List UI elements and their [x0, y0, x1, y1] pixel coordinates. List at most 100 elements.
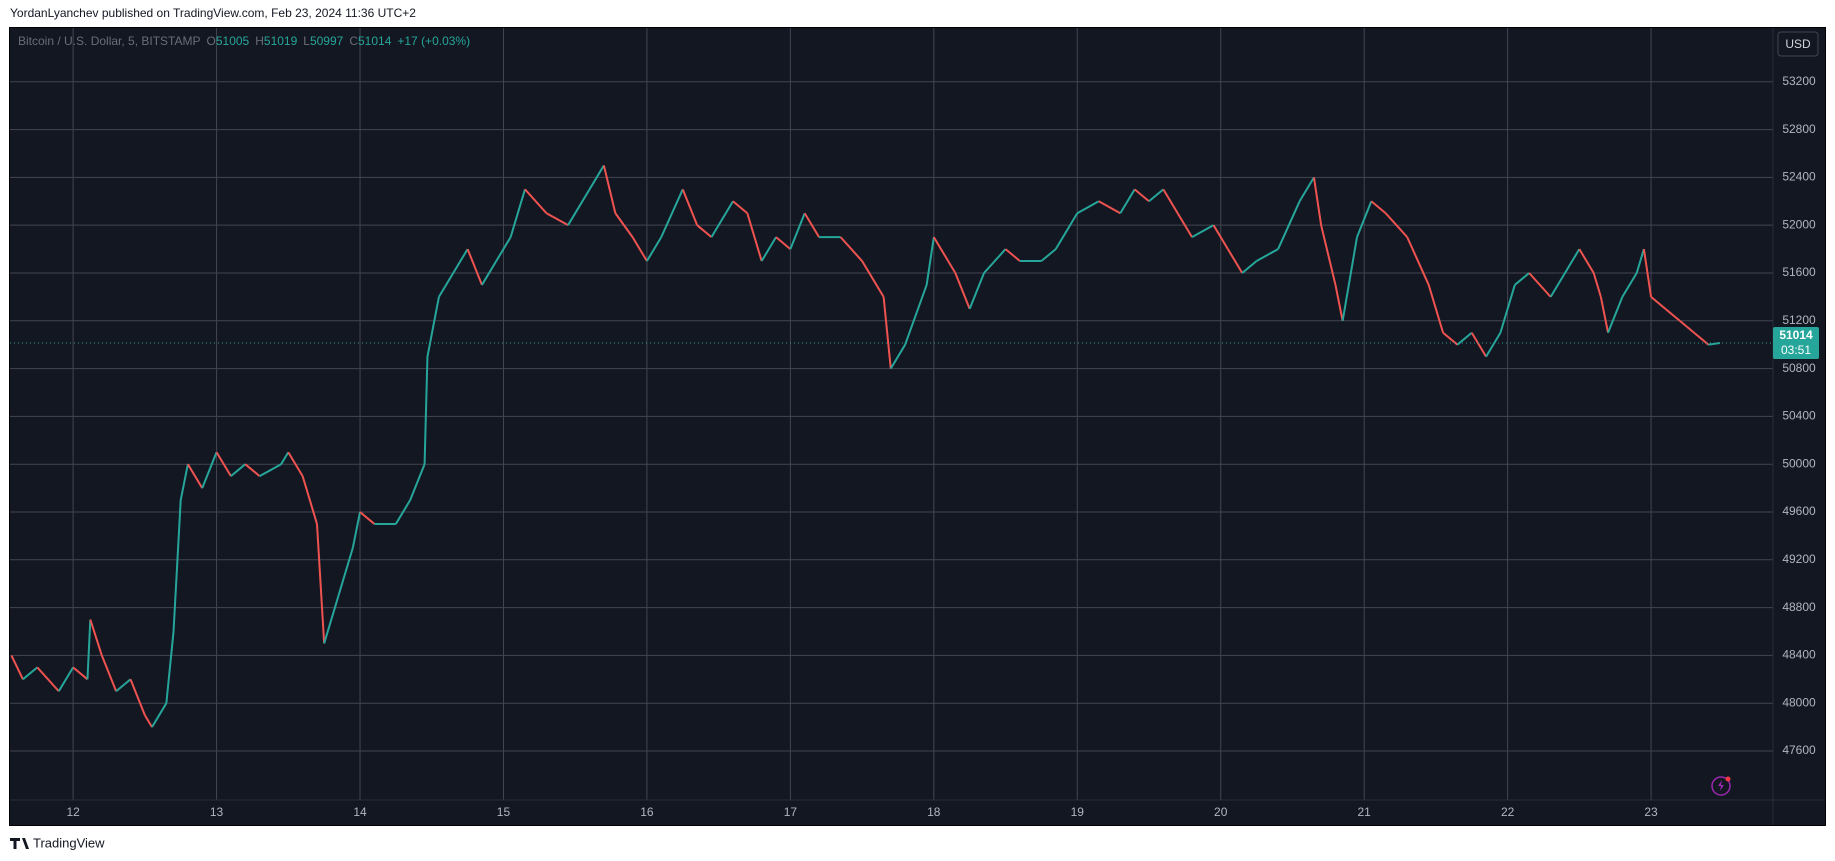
- price-segment: [1256, 248, 1279, 262]
- x-tick-label: 21: [1357, 805, 1371, 819]
- price-segment: [983, 248, 1007, 274]
- y-tick-label: 50800: [1782, 361, 1816, 375]
- price-segment: [546, 212, 569, 227]
- x-tick-label: 18: [927, 805, 941, 819]
- price-segment: [359, 511, 376, 525]
- price-segment: [1599, 296, 1610, 333]
- price-segment: [1320, 224, 1337, 286]
- x-tick-label: 17: [784, 805, 798, 819]
- price-segment: [602, 165, 617, 214]
- price-segment: [452, 248, 469, 274]
- price-segment: [681, 188, 699, 226]
- grid: [10, 28, 1773, 800]
- price-segment: [925, 236, 935, 286]
- price-segment: [1162, 188, 1179, 214]
- x-tick-label: 23: [1644, 805, 1658, 819]
- ohlc-key: L: [303, 34, 310, 48]
- currency-button[interactable]: USD: [1777, 31, 1819, 57]
- price-segment: [330, 595, 340, 620]
- price-segment: [524, 188, 548, 214]
- price-segment: [1076, 200, 1100, 215]
- icon-dot[interactable]: [1725, 776, 1731, 782]
- price-segment: [904, 284, 928, 346]
- price-segment: [143, 714, 153, 728]
- y-tick-label: 48000: [1782, 695, 1816, 709]
- price-segment: [1334, 284, 1344, 321]
- price-segment: [201, 451, 218, 489]
- price-segment: [789, 212, 806, 250]
- price-segment: [1650, 296, 1667, 310]
- currency-box[interactable]: [1777, 31, 1819, 57]
- symbol: Bitcoin / U.S. Dollar, 5, BITSTAMP: [18, 34, 201, 48]
- ohlc-key: H: [255, 34, 264, 48]
- price-segment: [861, 260, 885, 298]
- price-segment: [1298, 176, 1315, 202]
- ohlc-value: 51014: [358, 34, 392, 48]
- price-segment: [1470, 332, 1487, 358]
- price-segment: [1549, 272, 1566, 298]
- price-segment: [1592, 272, 1602, 298]
- last-price-box: [1773, 327, 1819, 360]
- price-segment: [1277, 200, 1301, 250]
- x-tick-label: 13: [210, 805, 224, 819]
- price-segment: [1341, 236, 1358, 321]
- ohlc-key: O: [207, 34, 216, 48]
- price-segment: [1312, 177, 1323, 226]
- price-segment: [803, 212, 820, 238]
- price-segment: [395, 499, 412, 525]
- price-segment: [1427, 284, 1445, 334]
- x-tick-label: 16: [640, 805, 654, 819]
- price-segment: [631, 236, 648, 262]
- price-segment: [588, 164, 605, 190]
- price-segment: [1119, 188, 1136, 214]
- price-segment: [481, 260, 498, 286]
- price-segment: [732, 200, 748, 215]
- price-segment: [151, 702, 168, 728]
- price-segment: [1370, 200, 1387, 215]
- plot: [10, 164, 1773, 728]
- price-segment: [495, 236, 512, 262]
- price-segment: [1176, 212, 1193, 238]
- price-segment: [315, 523, 326, 644]
- chart-frame: [9, 27, 1826, 826]
- price-segment: [1040, 248, 1057, 262]
- currency[interactable]: USD: [1785, 37, 1811, 51]
- price-segment: [646, 236, 663, 262]
- y-tick-label: 50400: [1782, 409, 1816, 423]
- price-segment: [1514, 272, 1530, 286]
- price-segment: [1679, 320, 1695, 334]
- price-segment: [259, 463, 282, 478]
- price-segment: [1621, 272, 1638, 298]
- y-tick-label: 50000: [1782, 456, 1816, 470]
- legend: Bitcoin / U.S. Dollar, 5, BITSTAMP O 5100…: [18, 34, 470, 48]
- price-segment: [438, 272, 455, 298]
- price-segment: [882, 296, 892, 369]
- price-segment: [968, 272, 985, 310]
- icon-ring[interactable]: [1711, 776, 1731, 796]
- axes: 47600 48000 48400 48800 49200 49600 50000 50400…: [66, 74, 1819, 819]
- price-segment: [466, 248, 483, 286]
- x-tick-label: 20: [1214, 805, 1228, 819]
- price-segment: [932, 236, 957, 274]
- y-tick-label: 48800: [1782, 600, 1816, 614]
- footer-brand: TradingView: [33, 835, 105, 850]
- price-segment: [57, 666, 74, 692]
- x-tick-label: 14: [353, 805, 367, 819]
- y-tick-label: 49600: [1782, 504, 1816, 518]
- y-tick-label: 52000: [1782, 217, 1816, 231]
- ohlc-value: 50997: [310, 34, 344, 48]
- price-segment: [129, 678, 146, 716]
- price-segment: [86, 619, 92, 680]
- price-segment: [115, 678, 132, 693]
- icon-bolt[interactable]: [1718, 780, 1724, 791]
- price-segment: [614, 212, 634, 238]
- price-segment: [1485, 332, 1502, 358]
- price-segment: [10, 654, 24, 680]
- price-segment: [696, 224, 713, 238]
- price-segment: [215, 451, 232, 477]
- price-segment: [1134, 188, 1150, 203]
- last-price-label: 51014: [1779, 328, 1813, 342]
- alert-icon[interactable]: [1711, 776, 1731, 796]
